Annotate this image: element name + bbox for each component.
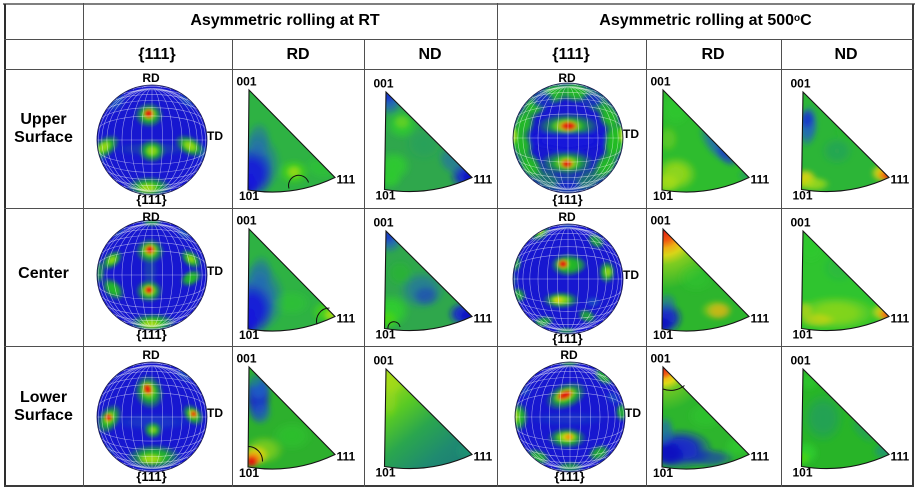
svg-text:RD: RD bbox=[558, 210, 576, 224]
svg-text:101: 101 bbox=[376, 189, 396, 203]
svg-text:{111}: {111} bbox=[136, 469, 166, 484]
svg-text:{111}: {111} bbox=[136, 192, 166, 207]
svg-text:001: 001 bbox=[651, 75, 671, 89]
svg-text:RD: RD bbox=[142, 210, 160, 224]
svg-text:001: 001 bbox=[237, 75, 257, 89]
svg-text:111: 111 bbox=[751, 312, 770, 326]
svg-text:101: 101 bbox=[239, 189, 259, 203]
svg-text:101: 101 bbox=[376, 466, 396, 480]
svg-text:RD: RD bbox=[142, 71, 160, 85]
svg-text:TD: TD bbox=[623, 127, 639, 141]
svg-text:001: 001 bbox=[374, 354, 394, 368]
svg-text:101: 101 bbox=[653, 189, 673, 203]
svg-text:001: 001 bbox=[237, 352, 257, 366]
svg-text:111: 111 bbox=[474, 450, 493, 464]
svg-text:001: 001 bbox=[651, 214, 671, 228]
svg-text:{111}: {111} bbox=[552, 331, 582, 346]
svg-text:101: 101 bbox=[653, 466, 673, 480]
svg-text:111: 111 bbox=[337, 173, 356, 187]
svg-text:TD: TD bbox=[207, 264, 223, 278]
svg-text:101: 101 bbox=[793, 189, 813, 203]
svg-text:111: 111 bbox=[337, 312, 356, 326]
svg-text:001: 001 bbox=[651, 352, 671, 366]
svg-text:101: 101 bbox=[653, 328, 673, 342]
svg-text:001: 001 bbox=[374, 216, 394, 230]
svg-text:111: 111 bbox=[891, 173, 910, 187]
svg-text:TD: TD bbox=[207, 129, 223, 143]
svg-text:101: 101 bbox=[376, 328, 396, 342]
svg-text:001: 001 bbox=[374, 77, 394, 91]
svg-text:001: 001 bbox=[791, 77, 811, 91]
svg-text:{111}: {111} bbox=[136, 327, 166, 342]
svg-text:001: 001 bbox=[237, 214, 257, 228]
svg-text:101: 101 bbox=[239, 328, 259, 342]
svg-text:111: 111 bbox=[337, 450, 356, 464]
svg-text:101: 101 bbox=[793, 466, 813, 480]
svg-text:TD: TD bbox=[625, 406, 641, 420]
svg-text:101: 101 bbox=[239, 466, 259, 480]
svg-text:TD: TD bbox=[207, 406, 223, 420]
svg-text:RD: RD bbox=[558, 71, 576, 85]
svg-text:RD: RD bbox=[142, 348, 160, 362]
svg-text:{111}: {111} bbox=[554, 469, 584, 484]
svg-text:111: 111 bbox=[891, 312, 910, 326]
svg-text:111: 111 bbox=[474, 312, 493, 326]
svg-text:111: 111 bbox=[751, 173, 770, 187]
svg-text:111: 111 bbox=[891, 450, 910, 464]
svg-text:001: 001 bbox=[791, 216, 811, 230]
svg-text:111: 111 bbox=[474, 173, 493, 187]
svg-text:TD: TD bbox=[623, 268, 639, 282]
svg-text:RD: RD bbox=[560, 348, 578, 362]
svg-text:{111}: {111} bbox=[552, 192, 582, 207]
svg-text:001: 001 bbox=[791, 354, 811, 368]
svg-text:101: 101 bbox=[793, 328, 813, 342]
svg-text:111: 111 bbox=[751, 450, 770, 464]
